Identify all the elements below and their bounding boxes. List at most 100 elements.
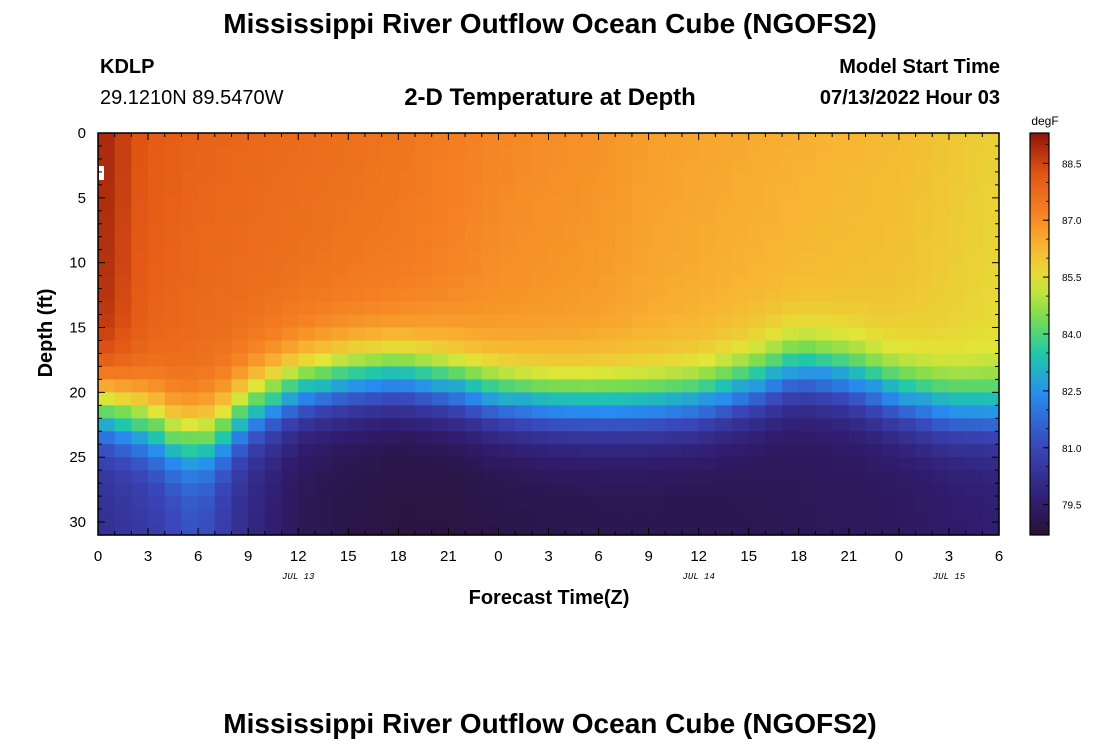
heatmap-cell (565, 145, 583, 160)
heatmap-cell (465, 470, 483, 484)
heatmap-cell (515, 210, 533, 225)
heatmap-cell (364, 418, 383, 432)
heatmap-cell (681, 288, 700, 303)
heatmap-cell (114, 184, 132, 199)
heatmap-cell (882, 288, 900, 303)
heatmap-cell (314, 379, 333, 393)
heatmap-cell (181, 197, 199, 212)
heatmap-cell (665, 184, 683, 199)
heatmap-cell (581, 158, 600, 173)
heatmap-cell (381, 431, 399, 445)
heatmap-cell (98, 457, 116, 471)
heatmap-cell (848, 133, 867, 147)
heatmap-cell (832, 444, 850, 458)
heatmap-cell (832, 405, 850, 419)
heatmap-cell (581, 366, 600, 380)
heatmap-cell (398, 223, 416, 238)
x-tick-label: 6 (194, 548, 202, 565)
heatmap-cell (882, 522, 900, 536)
heatmap-cell (915, 249, 933, 264)
heatmap-cell (765, 431, 783, 445)
heatmap-cell (98, 522, 116, 536)
heatmap-cell (214, 275, 233, 290)
heatmap-cell (782, 171, 800, 186)
heatmap-cell (798, 353, 817, 368)
heatmap-cell (98, 314, 116, 329)
heatmap-cell (448, 522, 466, 536)
heatmap-cell (131, 236, 149, 251)
heatmap-cell (615, 262, 633, 277)
heatmap-cell (798, 262, 817, 277)
x-tick-label: 3 (144, 548, 152, 565)
heatmap-cell (98, 418, 116, 432)
heatmap-cell (214, 314, 233, 329)
heatmap-cell (798, 171, 817, 186)
x-tick-label: 0 (494, 548, 502, 565)
heatmap-cell (214, 379, 233, 393)
heatmap-cell (732, 210, 750, 225)
heatmap-cell (932, 470, 950, 484)
heatmap-cell (615, 379, 633, 393)
heatmap-cell (681, 314, 700, 329)
heatmap-cell (865, 522, 883, 536)
heatmap-cell (114, 431, 132, 445)
heatmap-cell (264, 314, 283, 329)
heatmap-cell (515, 483, 533, 497)
y-axis-label: Depth (ft) (35, 289, 57, 378)
heatmap-cell (565, 470, 583, 484)
heatmap-cell (281, 158, 299, 173)
heatmap-cell (481, 210, 500, 225)
heatmap-cell (381, 340, 399, 355)
heatmap-cell (181, 327, 199, 342)
heatmap-cell (515, 392, 533, 406)
heatmap-cell (214, 288, 233, 303)
heatmap-cell (181, 301, 199, 316)
heatmap-cell (448, 418, 466, 432)
heatmap-cell (148, 210, 166, 225)
heatmap-cell (882, 405, 900, 419)
heatmap-cell (298, 223, 316, 238)
heatmap-cell (681, 379, 700, 393)
heatmap-cell (982, 288, 1000, 303)
heatmap-cell (882, 444, 900, 458)
heatmap-cell (448, 197, 466, 212)
heatmap-cell (531, 171, 550, 186)
heatmap-cell (331, 288, 349, 303)
heatmap-cell (848, 236, 867, 251)
heatmap-cell (548, 223, 566, 238)
heatmap-cell (898, 457, 917, 471)
heatmap-cell (681, 431, 700, 445)
heatmap-cell (98, 223, 116, 238)
heatmap-cell (798, 509, 817, 523)
heatmap-cell (364, 133, 383, 147)
heatmap-cell (281, 236, 299, 251)
heatmap-cell (515, 405, 533, 419)
heatmap-cell (198, 366, 216, 380)
heatmap-cell (465, 366, 483, 380)
heatmap-cell (598, 392, 616, 406)
heatmap-cell (198, 431, 216, 445)
heatmap-cell (848, 275, 867, 290)
heatmap-cell (515, 301, 533, 316)
heatmap-cell (782, 262, 800, 277)
heatmap-cell (948, 522, 967, 536)
heatmap-cell (548, 314, 566, 329)
heatmap-cell (98, 470, 116, 484)
heatmap-cell (531, 197, 550, 212)
heatmap-cell (331, 353, 349, 368)
heatmap-cell (815, 522, 833, 536)
heatmap-cell (214, 210, 233, 225)
heatmap-cell (281, 522, 299, 536)
heatmap-cell (782, 496, 800, 510)
heatmap-cell (348, 457, 366, 471)
heatmap-cell (398, 301, 416, 316)
heatmap-cell (882, 483, 900, 497)
heatmap-cell (398, 275, 416, 290)
heatmap-cell (615, 197, 633, 212)
heatmap-cell (314, 496, 333, 510)
heatmap-cell (932, 444, 950, 458)
heatmap-cell (965, 470, 983, 484)
heatmap-cell (164, 379, 183, 393)
heatmap-cell (314, 483, 333, 497)
heatmap-cell (148, 457, 166, 471)
